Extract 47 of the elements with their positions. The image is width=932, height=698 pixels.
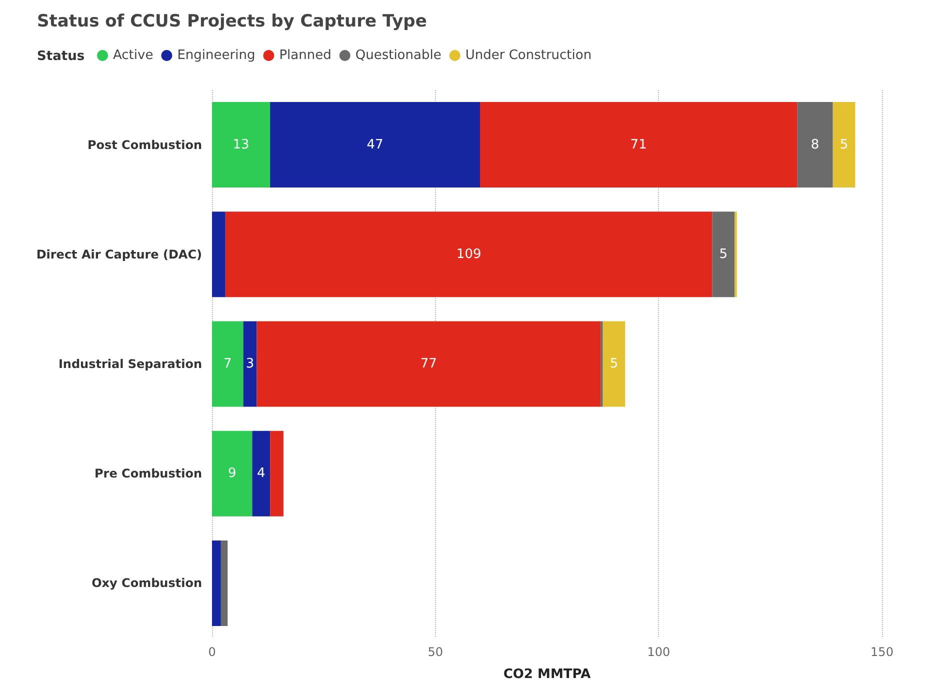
data-label: 7 — [223, 356, 232, 372]
data-label: 5 — [840, 137, 848, 152]
legend-title: Status — [37, 49, 85, 64]
legend-label: Active — [113, 48, 154, 63]
data-label: 71 — [630, 137, 647, 152]
chart-title: Status of CCUS Projects by Capture Type — [37, 12, 427, 32]
data-label: 109 — [456, 246, 482, 262]
bar — [256, 321, 601, 407]
bar — [212, 102, 270, 188]
y-tick-label: Pre Combustion — [94, 466, 202, 481]
data-label: 3 — [246, 356, 254, 372]
bar — [243, 321, 257, 407]
data-label: 13 — [232, 137, 250, 152]
data-label: 4 — [256, 466, 266, 482]
bar — [212, 212, 226, 298]
data-label: 9 — [228, 466, 236, 482]
bar — [225, 212, 712, 298]
x-axis-title: CO2 MMTPA — [503, 667, 591, 682]
x-tick-label: 150 — [870, 645, 894, 659]
bar — [270, 430, 284, 516]
data-label: 8 — [810, 137, 820, 152]
bar — [252, 430, 270, 516]
bar — [212, 540, 221, 626]
bar — [212, 321, 244, 407]
bar — [270, 102, 480, 188]
bar — [602, 321, 626, 407]
x-tick-label: 100 — [647, 645, 670, 659]
legend-label: Questionable — [355, 48, 442, 63]
data-label: 5 — [610, 356, 618, 372]
bar — [220, 540, 228, 626]
y-tick-label: Oxy Combustion — [92, 576, 202, 590]
bar — [212, 430, 252, 516]
legend-label: Engineering — [177, 48, 256, 63]
data-label: 5 — [719, 246, 728, 262]
bar — [832, 102, 856, 188]
y-tick-label: Post Combustion — [87, 138, 202, 152]
x-tick-label: 0 — [208, 645, 216, 659]
legend-label: Under Construction — [465, 48, 592, 63]
data-label: 47 — [366, 137, 384, 152]
y-tick-label: Direct Air Capture (DAC) — [36, 247, 202, 262]
legend-label: Planned — [279, 48, 332, 63]
bar — [480, 102, 798, 188]
x-tick-label: 50 — [428, 645, 443, 659]
data-label: 77 — [420, 356, 437, 372]
bar — [797, 102, 833, 188]
y-tick-label: Industrial Separation — [58, 357, 202, 371]
bar — [712, 212, 735, 298]
